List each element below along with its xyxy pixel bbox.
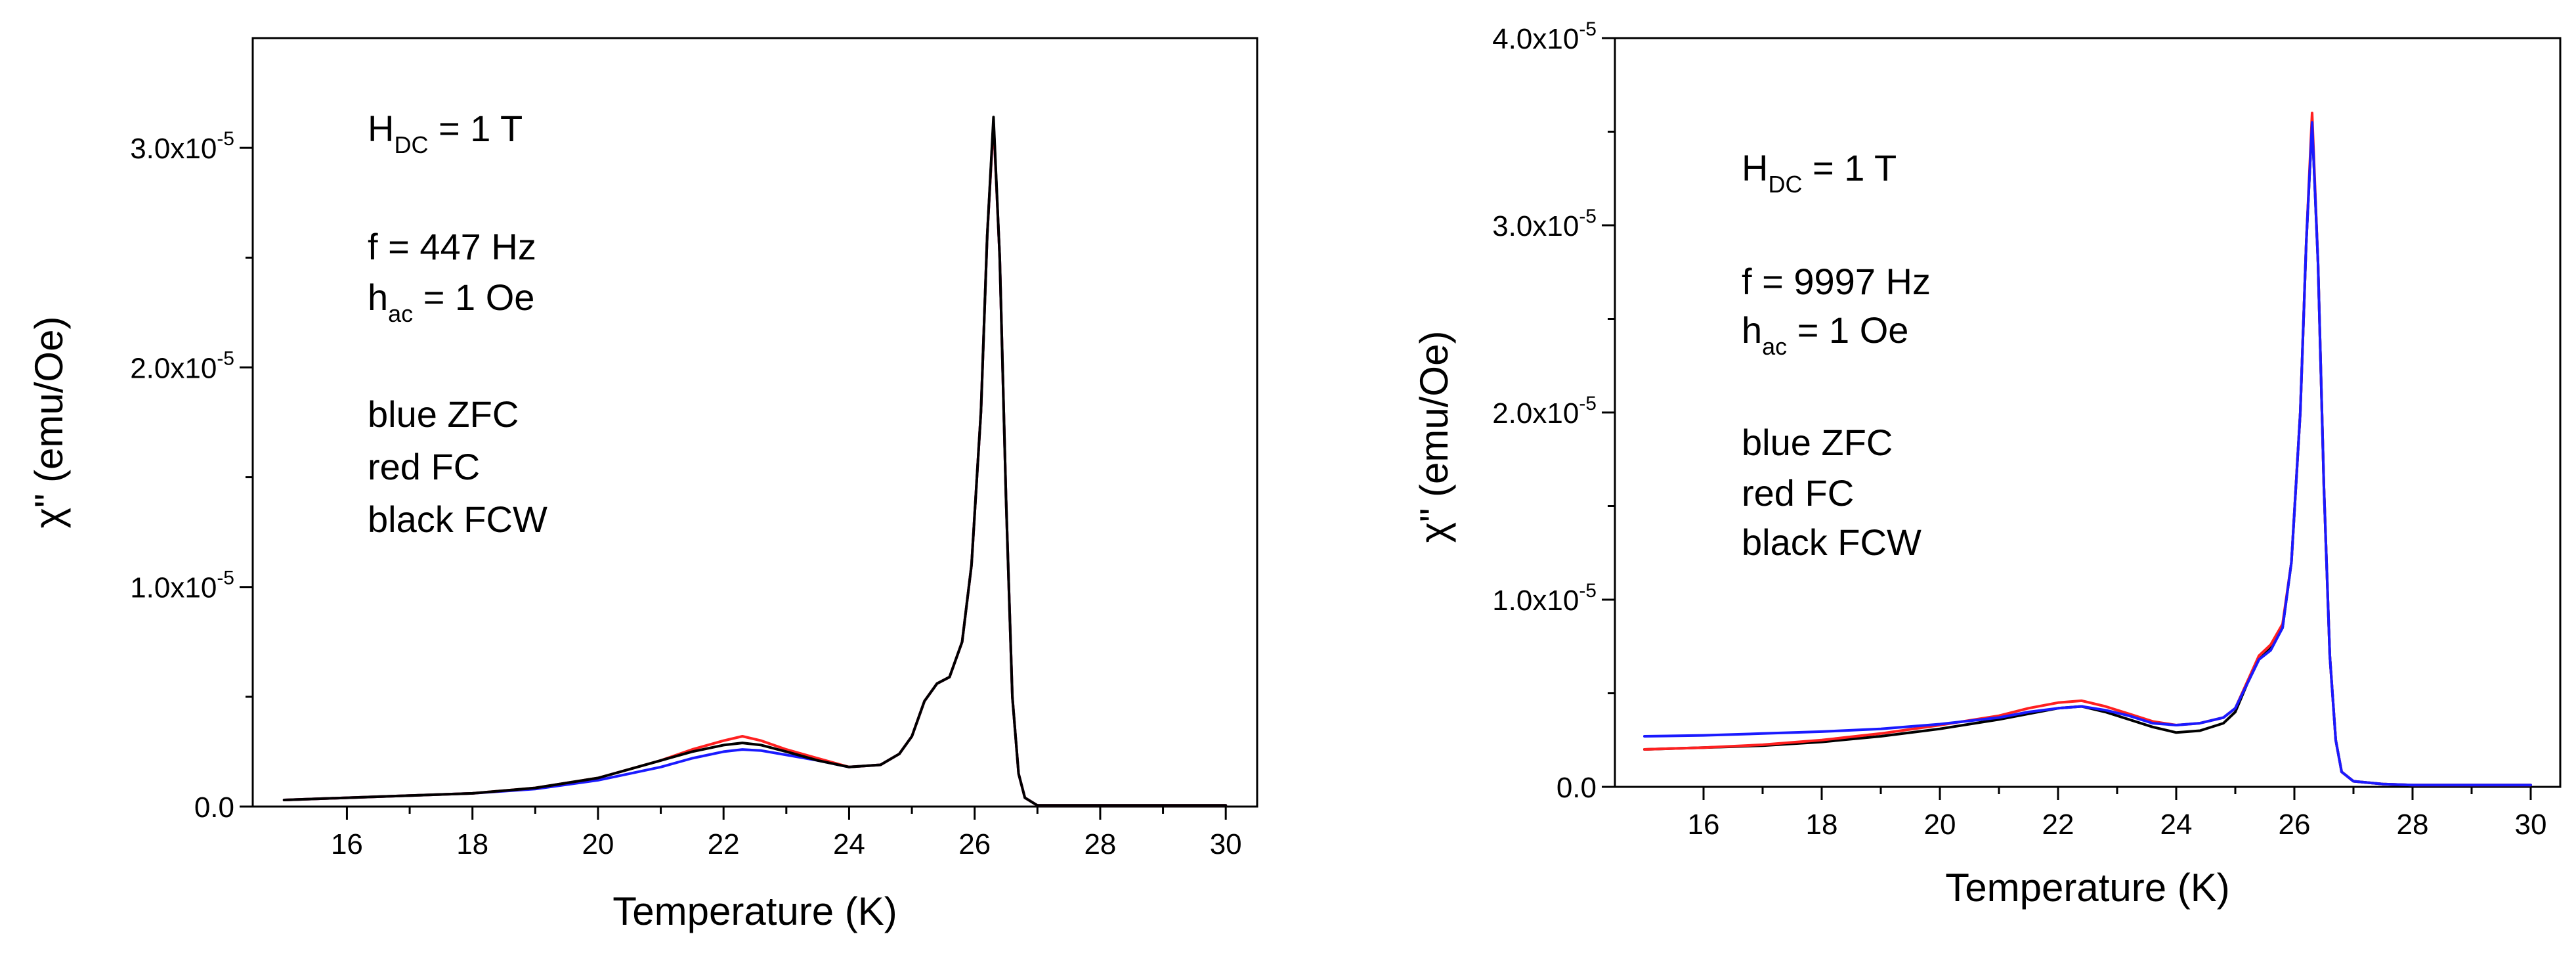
frequency-annotation-right: f = 9997 Hz bbox=[1742, 261, 1931, 302]
x-tick-label: 24 bbox=[2160, 809, 2193, 841]
y-axis-title-left: χ" (emu/Oe) bbox=[27, 317, 71, 529]
legend-red-left: red FC bbox=[368, 446, 480, 487]
frequency-annotation-left: f = 447 Hz bbox=[368, 226, 536, 267]
x-tick-label: 24 bbox=[833, 828, 865, 860]
y-tick-label: 1.0x10-5 bbox=[130, 567, 234, 604]
x-tick-label: 22 bbox=[708, 828, 740, 860]
y-ticks-right: 0.0 1.0x10-5 2.0x10-5 3.0x10-5 4.0x10-5 bbox=[1492, 18, 1615, 804]
x-tick-label: 26 bbox=[958, 828, 991, 860]
legend-black-left: black FCW bbox=[368, 499, 547, 540]
x-tick-label: 20 bbox=[582, 828, 614, 860]
series-line-black-fcw bbox=[282, 116, 1228, 807]
x-tick-label: 30 bbox=[2515, 809, 2547, 841]
legend-blue-right: blue ZFC bbox=[1742, 422, 1893, 463]
y-tick-label: 0.0 bbox=[194, 791, 234, 824]
x-tick-label: 30 bbox=[1210, 828, 1242, 860]
x-tick-label: 26 bbox=[2279, 809, 2311, 841]
series-layer-left bbox=[282, 116, 1228, 807]
y-tick-label: 3.0x10-5 bbox=[1492, 206, 1597, 242]
legend-black-right: black FCW bbox=[1742, 522, 1921, 563]
y-tick-label: 2.0x10-5 bbox=[1492, 393, 1597, 430]
chart-right: 16 18 20 22 24 26 28 30 0.0 1.0x10-5 2.0x10-5 3.0x… bbox=[1412, 18, 2562, 910]
y-tick-label: 0.0 bbox=[1556, 772, 1597, 804]
x-tick-label: 18 bbox=[456, 828, 488, 860]
y-tick-label: 3.0x10-5 bbox=[130, 128, 234, 165]
series-layer-right bbox=[1643, 112, 2532, 787]
x-ticks-left: 16 18 20 22 24 26 28 30 bbox=[331, 807, 1242, 860]
hac-annotation-left: hac = 1 Oe bbox=[368, 277, 534, 327]
chart-left: 16 18 20 22 24 26 28 30 0.0 1.0x10-5 2.0x10-5 3.0x… bbox=[27, 37, 1258, 933]
y-tick-label: 4.0x10-5 bbox=[1492, 18, 1597, 55]
y-tick-label: 1.0x10-5 bbox=[1492, 580, 1597, 617]
legend-red-right: red FC bbox=[1742, 472, 1854, 514]
x-ticks-right: 16 18 20 22 24 26 28 30 bbox=[1688, 787, 2547, 841]
x-axis-title-right: Temperature (K) bbox=[1945, 866, 2229, 910]
hac-annotation-right: hac = 1 Oe bbox=[1742, 309, 1908, 360]
x-tick-label: 18 bbox=[1806, 809, 1838, 841]
y-tick-label: 2.0x10-5 bbox=[130, 347, 234, 384]
field-annotation-left: HDC = 1 T bbox=[368, 108, 523, 158]
field-annotation-right: HDC = 1 T bbox=[1742, 147, 1897, 198]
x-tick-label: 16 bbox=[331, 828, 363, 860]
y-ticks-left: 0.0 1.0x10-5 2.0x10-5 3.0x10-5 bbox=[130, 128, 253, 824]
x-tick-label: 20 bbox=[1924, 809, 1956, 841]
x-tick-label: 28 bbox=[1084, 828, 1116, 860]
y-axis-title-right: χ" (emu/Oe) bbox=[1412, 331, 1456, 543]
x-tick-label: 16 bbox=[1688, 809, 1720, 841]
legend-blue-left: blue ZFC bbox=[368, 393, 519, 435]
x-axis-title-left: Temperature (K) bbox=[612, 889, 897, 933]
series-line-blue-zfc bbox=[1643, 121, 2532, 787]
plot-frame-left bbox=[251, 37, 1258, 808]
x-tick-label: 28 bbox=[2397, 809, 2429, 841]
annotation-block-left: HDC = 1 T f = 447 Hz hac = 1 Oe blue ZFC… bbox=[368, 108, 547, 540]
annotation-block-right: HDC = 1 T f = 9997 Hz hac = 1 Oe blue ZF… bbox=[1742, 147, 1931, 563]
x-tick-label: 22 bbox=[2042, 809, 2074, 841]
